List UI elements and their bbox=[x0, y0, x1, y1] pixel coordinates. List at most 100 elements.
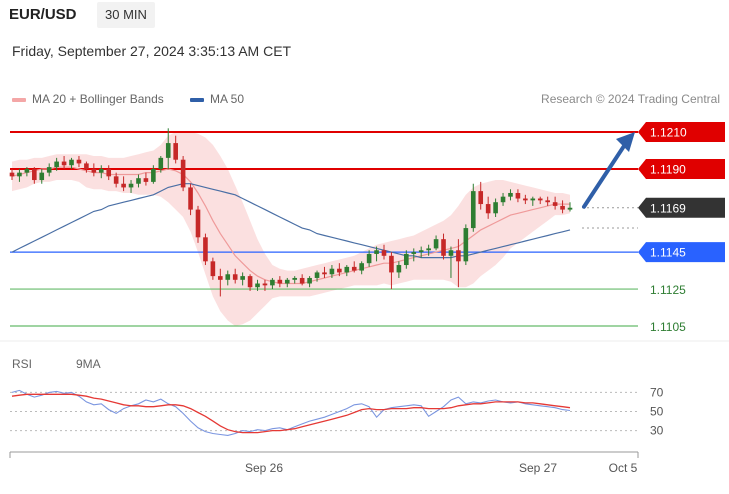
timestamp: Friday, September 27, 2024 3:35:13 AM CE… bbox=[12, 43, 292, 59]
candle bbox=[418, 246, 424, 258]
rsi-level-label-70: 70 bbox=[650, 385, 664, 399]
candle bbox=[121, 176, 126, 192]
candle bbox=[530, 196, 536, 206]
candle-body bbox=[91, 168, 97, 173]
level-label-1-1190: 1.1190 bbox=[650, 162, 686, 176]
candle-body bbox=[9, 172, 15, 177]
legend-ma50-label: MA 50 bbox=[210, 92, 245, 106]
candle bbox=[232, 268, 238, 284]
timeframe-button[interactable]: 30 MIN bbox=[97, 2, 155, 28]
candle bbox=[210, 257, 216, 280]
ma20-swatch-icon bbox=[12, 97, 26, 102]
candle bbox=[545, 196, 550, 206]
candle bbox=[433, 235, 439, 251]
candle bbox=[493, 198, 498, 217]
candle-body bbox=[24, 168, 30, 173]
candle bbox=[32, 167, 37, 184]
candle bbox=[329, 265, 335, 278]
level-tag-1-1169 bbox=[638, 197, 725, 218]
candle-body bbox=[218, 276, 223, 280]
candle-body bbox=[463, 228, 469, 262]
candle-body bbox=[61, 161, 67, 166]
candle-body bbox=[203, 237, 208, 262]
candle bbox=[389, 252, 394, 290]
rsi-line bbox=[11, 389, 571, 436]
candle-body bbox=[128, 183, 134, 188]
candle-body bbox=[418, 250, 424, 253]
candle-body bbox=[136, 178, 141, 184]
level-label-1-1145: 1.1145 bbox=[650, 246, 686, 260]
candle-body bbox=[121, 183, 126, 188]
candle bbox=[411, 248, 417, 262]
candle-body bbox=[307, 277, 312, 284]
legend-rsi: RSI bbox=[12, 357, 32, 371]
candle-body bbox=[113, 176, 119, 184]
candle bbox=[270, 277, 275, 290]
candle-body bbox=[470, 191, 476, 229]
candle bbox=[523, 194, 528, 205]
candle-body bbox=[426, 248, 431, 251]
level-tag-1-1145 bbox=[638, 242, 725, 263]
candle-body bbox=[344, 266, 350, 273]
candle bbox=[337, 263, 342, 277]
candle-body bbox=[508, 192, 513, 197]
candle-body bbox=[374, 250, 379, 254]
candle-body bbox=[165, 143, 171, 158]
legend-rsi-ma: 9MA bbox=[76, 357, 101, 371]
candle-body bbox=[32, 168, 37, 181]
candle bbox=[218, 268, 223, 297]
candle-body bbox=[46, 167, 52, 173]
candle bbox=[314, 270, 320, 282]
candle-body bbox=[151, 168, 156, 182]
candle bbox=[113, 172, 119, 188]
candle bbox=[359, 261, 364, 275]
candle-body bbox=[351, 266, 357, 271]
candle bbox=[351, 261, 357, 273]
candle-body bbox=[255, 283, 260, 288]
candle-body bbox=[180, 159, 186, 188]
legend-ma20-label: MA 20 + Bollinger Bands bbox=[32, 92, 164, 106]
candle bbox=[91, 163, 97, 177]
candle-body bbox=[106, 168, 112, 177]
candle-body bbox=[366, 253, 372, 264]
candle-body bbox=[337, 268, 342, 273]
candle-body bbox=[545, 200, 550, 203]
candle bbox=[485, 196, 491, 219]
candle-body bbox=[232, 274, 238, 280]
bollinger-band bbox=[12, 132, 570, 326]
level-label-1-1169: 1.1169 bbox=[650, 201, 686, 215]
symbol-label[interactable]: EUR/USD bbox=[9, 6, 77, 23]
candle bbox=[173, 135, 178, 164]
candle-body bbox=[523, 198, 528, 201]
candle bbox=[9, 168, 15, 181]
candle-body bbox=[448, 250, 454, 256]
candle-body bbox=[329, 268, 335, 275]
candle bbox=[299, 274, 305, 286]
candle bbox=[560, 200, 565, 214]
candle bbox=[567, 202, 573, 212]
candle-body bbox=[270, 279, 275, 286]
rsi-ma-line bbox=[11, 393, 571, 434]
candle-body bbox=[277, 279, 283, 284]
candle bbox=[381, 244, 387, 260]
candle-body bbox=[389, 255, 394, 273]
candle bbox=[69, 157, 74, 169]
candle bbox=[508, 189, 513, 201]
candle bbox=[448, 246, 454, 278]
candle bbox=[552, 196, 558, 210]
candle bbox=[165, 128, 171, 169]
candle bbox=[255, 279, 260, 291]
candle-body bbox=[292, 277, 298, 280]
candle bbox=[46, 163, 52, 177]
candle-body bbox=[54, 161, 59, 168]
candle bbox=[180, 156, 186, 192]
candle-body bbox=[284, 279, 290, 284]
projection-arrow-line bbox=[582, 144, 626, 209]
candle bbox=[262, 279, 268, 291]
candle bbox=[39, 168, 45, 184]
legend-rsi-ma-label: 9MA bbox=[76, 357, 101, 371]
candle bbox=[158, 156, 164, 173]
candle bbox=[456, 239, 461, 288]
ma50-swatch-icon bbox=[190, 97, 204, 102]
